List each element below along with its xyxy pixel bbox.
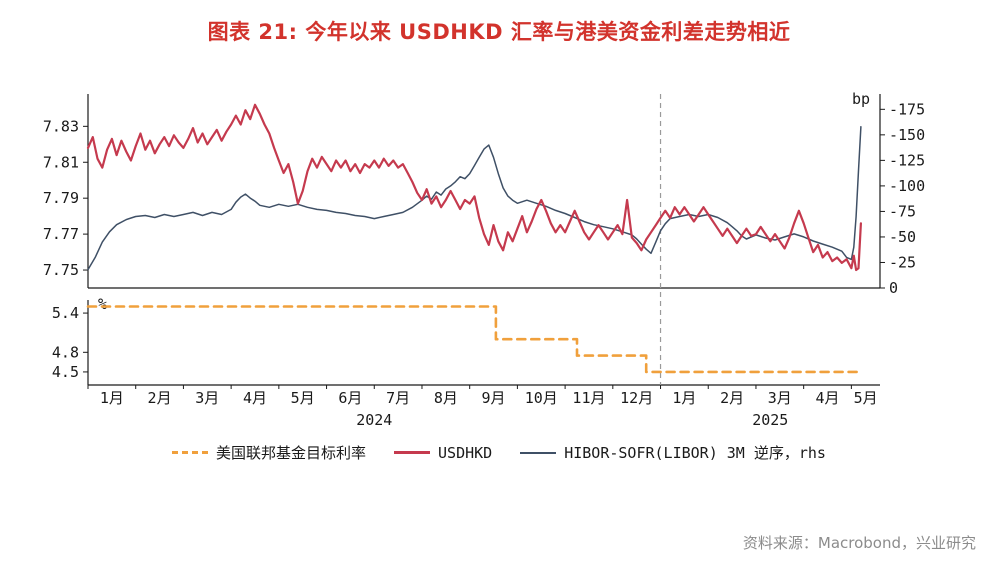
x-month-label: 1月 <box>100 389 124 407</box>
x-month-label: 9月 <box>482 389 506 407</box>
x-month-label: 4月 <box>816 389 840 407</box>
usdhkd-line <box>86 103 862 272</box>
x-month-label: 3月 <box>768 389 792 407</box>
right-axis-tick-label: -75 <box>889 202 916 220</box>
x-month-label: 12月 <box>620 389 653 407</box>
left-axis-tick-label: 7.77 <box>43 225 79 243</box>
right-axis-tick-label: -150 <box>889 126 925 144</box>
legend-label-fed: 美国联邦基金目标利率 <box>216 444 367 462</box>
x-month-label: 5月 <box>854 389 878 407</box>
x-month-label: 2月 <box>720 389 744 407</box>
x-month-label: 8月 <box>434 389 458 407</box>
fed-funds-line <box>86 305 863 374</box>
right-axis-tick-label: -175 <box>889 100 925 118</box>
x-month-label: 5月 <box>291 389 315 407</box>
chart-svg: 7.75 7.77 7.79 7.81 7.83 -175 -150 -125 -100 -75 -… <box>43 90 925 429</box>
x-month-label: 7月 <box>386 389 410 407</box>
right-axis-tick-label: -25 <box>889 253 916 271</box>
legend-item-spread: HIBOR-SOFR(LIBOR) 3M 逆序，rhs <box>520 442 826 463</box>
right-axis-tick-label: -100 <box>889 177 925 195</box>
x-month-label: 2月 <box>148 389 172 407</box>
bottom-axis-unit-label: % <box>98 295 107 313</box>
x-month-label: 1月 <box>672 389 696 407</box>
chart-figure: 图表 21: 今年以来 USDHKD 汇率与港美资金利差走势相近 7.75 7.7… <box>0 16 998 552</box>
left-axis-tick-label: 7.79 <box>43 189 79 207</box>
fed-line-swatch <box>172 451 209 454</box>
x-month-label: 4月 <box>243 389 267 407</box>
page-title: 图表 21: 今年以来 USDHKD 汇率与港美资金利差走势相近 <box>207 20 791 44</box>
spread-line-swatch <box>520 451 557 454</box>
left-axis-tick-label: 4.8 <box>52 343 79 361</box>
legend: 美国联邦基金目标利率 USDHKD HIBOR-SOFR(LIBOR) 3M 逆… <box>0 442 998 463</box>
legend-item-usdhkd: USDHKD <box>394 444 492 462</box>
right-axis-tick-label: -50 <box>889 228 916 246</box>
x-month-label: 11月 <box>572 389 605 407</box>
x-month-label: 3月 <box>195 389 219 407</box>
x-month-label: 6月 <box>338 389 362 407</box>
x-year-label: 2024 <box>356 411 392 429</box>
usdhkd-line-swatch <box>394 451 431 454</box>
legend-label-spread: HIBOR-SOFR(LIBOR) 3M 逆序，rhs <box>564 444 826 462</box>
left-axis-tick-label: 4.5 <box>52 363 79 381</box>
left-axis-tick-label: 7.81 <box>43 153 79 171</box>
left-axis-tick-label: 7.83 <box>43 117 79 135</box>
source-note: 资料来源：Macrobond，兴业研究 <box>742 534 976 552</box>
right-axis-unit-label: bp <box>852 90 870 108</box>
left-axis-tick-label: 5.4 <box>52 304 79 322</box>
x-month-label: 10月 <box>525 389 558 407</box>
spread-line <box>87 125 862 271</box>
x-year-label: 2025 <box>752 411 788 429</box>
left-axis-tick-label: 7.75 <box>43 261 79 279</box>
legend-label-usdhkd: USDHKD <box>438 443 493 462</box>
right-axis-tick-label: 0 <box>889 279 898 297</box>
right-axis-tick-label: -125 <box>889 151 925 169</box>
legend-item-fed: 美国联邦基金目标利率 <box>172 442 366 463</box>
